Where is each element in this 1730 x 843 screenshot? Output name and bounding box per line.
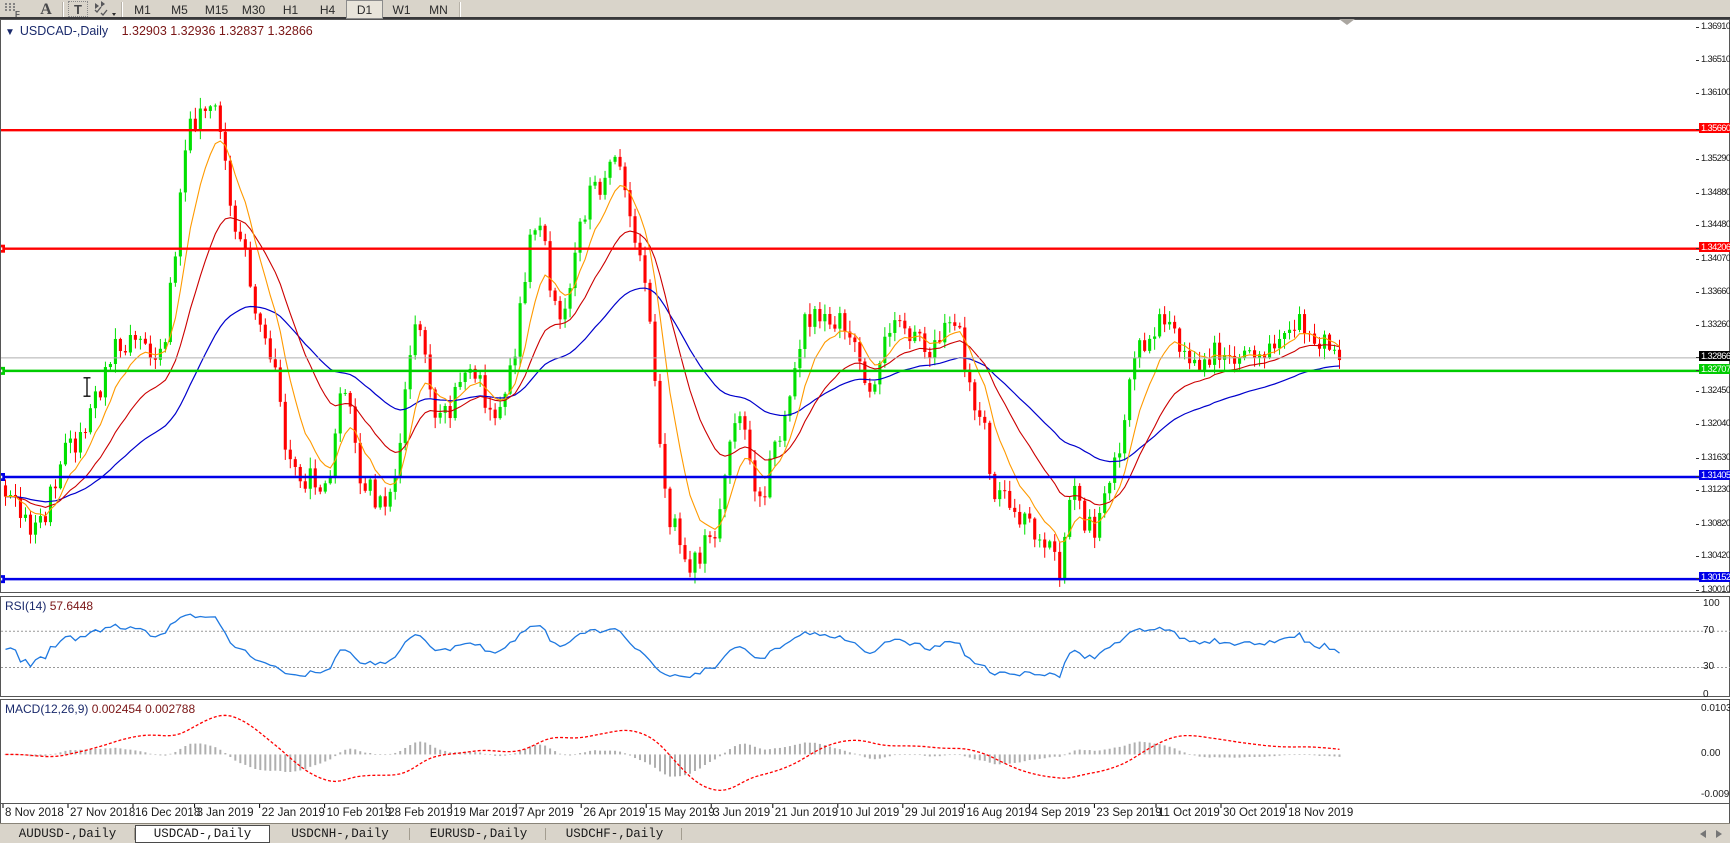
svg-text:F: F xyxy=(15,10,20,19)
